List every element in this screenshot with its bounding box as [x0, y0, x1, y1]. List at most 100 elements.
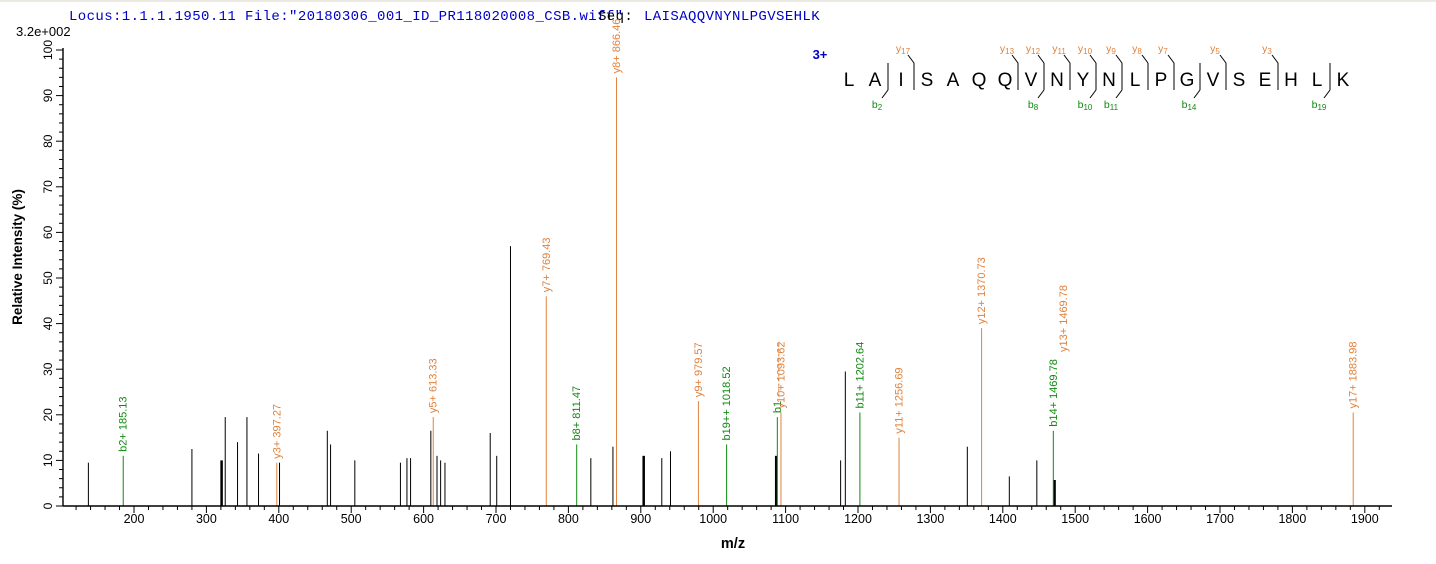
peak-label: b8+ 811.47	[571, 386, 583, 441]
fragment-ion-label: y5	[1210, 43, 1220, 56]
residue-letter: V	[1207, 70, 1220, 91]
residue-letter: H	[1284, 70, 1298, 91]
x-tick-label: 1800	[1278, 512, 1306, 526]
y-tick-label: 90	[41, 89, 55, 103]
y-tick-label: 70	[41, 180, 55, 194]
residue-letter: V	[1025, 70, 1038, 91]
peak-label: y12+ 1370.73	[976, 257, 988, 324]
fragment-ion-label: b10	[1078, 99, 1093, 112]
x-tick-label: 1100	[772, 512, 799, 526]
cleavage-mark-b-tick	[881, 89, 889, 99]
residue-letter: S	[921, 70, 934, 91]
peak-label: b14+ 1469.78	[1048, 359, 1060, 427]
fragment-ion-label: b8	[1028, 99, 1039, 112]
fragment-ion-label: y7	[1158, 43, 1168, 56]
y-tick-label: 80	[41, 134, 55, 148]
fragment-ion-label: b19	[1312, 99, 1327, 112]
residue-letter: L	[1130, 70, 1141, 91]
residue-letter: N	[1102, 70, 1116, 91]
x-tick-label: 1000	[699, 512, 727, 526]
peak-label: b11+ 1202.64	[854, 342, 866, 409]
fragment-ion-label: y3	[1262, 43, 1272, 56]
cleavage-mark-y-tick	[1089, 54, 1097, 64]
fragment-ion-label: y13	[1000, 43, 1015, 56]
fragment-ion-label: b2	[872, 99, 883, 112]
cleavage-mark-b-tick	[1037, 89, 1045, 99]
peak-label: b2+ 185.13	[118, 396, 130, 451]
locus-file-header: Locus:1.1.1.1950.11 File:"20180306_001_I…	[69, 9, 624, 25]
cleavage-mark-y-tick	[1167, 54, 1175, 64]
x-tick-label: 1700	[1206, 512, 1234, 526]
y-tick-label: 50	[41, 271, 55, 285]
x-tick-label: 500	[341, 512, 362, 526]
cleavage-mark-y-tick	[1141, 54, 1149, 64]
residue-letter: Q	[998, 70, 1013, 91]
x-tick-label: 800	[558, 512, 579, 526]
y-tick-label: 100	[41, 40, 55, 60]
cleavage-mark-b-tick	[1323, 89, 1331, 99]
fragment-ion-label: y10	[1078, 43, 1093, 56]
x-tick-label: 700	[486, 512, 507, 526]
x-tick-label: 600	[413, 512, 434, 526]
y-tick-label: 60	[41, 225, 55, 239]
peak-label: y11+ 1256.69	[894, 367, 906, 433]
fragment-ion-label: b14	[1182, 99, 1197, 112]
residue-letter: A	[947, 70, 960, 91]
precursor-charge-label: 3+	[813, 47, 828, 62]
residue-letter: E	[1259, 70, 1272, 91]
peptide-sequence-text: LAISAQQVNYNLPGVSEHLK	[644, 9, 821, 25]
peak-label-floating: y13+ 1469.78	[1058, 285, 1070, 352]
residue-letter: I	[898, 70, 903, 91]
fragment-ion-label: y17	[896, 43, 911, 56]
residue-letter: G	[1180, 70, 1195, 91]
peak-label: b19++ 1018.52	[721, 366, 733, 440]
residue-letter: Q	[972, 70, 987, 91]
peaks-layer: b2+ 185.13 b8+ 811.47 b19++ 1018.52 b1 b11+ …	[87, 19, 1360, 506]
peak-label: y17+ 1883.98	[1348, 342, 1360, 409]
y-tick-label: 40	[41, 317, 55, 331]
peak-label: y7+ 769.43	[541, 237, 553, 292]
cleavage-mark-b-tick	[1115, 89, 1123, 99]
cleavage-mark-y-tick	[1115, 54, 1123, 64]
cleavage-mark-y-tick	[1271, 54, 1279, 64]
x-tick-label: 300	[196, 512, 217, 526]
x-axis-title: m/z	[721, 536, 745, 552]
residue-letter: S	[1233, 70, 1246, 91]
x-tick-label: 1400	[989, 512, 1017, 526]
residue-letter: L	[1312, 70, 1323, 91]
y-axis-title: Relative Intensity (%)	[10, 189, 25, 325]
x-tick-label: 200	[124, 512, 145, 526]
cleavage-mark-y-tick	[1219, 54, 1227, 64]
fragment-ion-label: y12	[1026, 43, 1041, 56]
y-tick-label: 10	[41, 453, 55, 467]
residue-letter: N	[1050, 70, 1064, 91]
peak-label: y3+ 397.27	[271, 404, 283, 459]
residue-letter: A	[869, 70, 882, 91]
x-tick-label: 400	[268, 512, 289, 526]
x-tick-label: 1200	[844, 512, 872, 526]
peak-label: b1	[772, 401, 784, 413]
residue-letter: L	[844, 70, 855, 91]
x-tick-label: 900	[630, 512, 651, 526]
x-tick-label: 1300	[916, 512, 944, 526]
residue-letter: K	[1337, 70, 1350, 91]
cleavage-mark-b-tick	[1193, 89, 1201, 99]
cleavage-mark-y-tick	[907, 54, 915, 64]
fragment-ion-label: y8	[1132, 43, 1142, 56]
fragment-ion-label: y9	[1106, 43, 1116, 56]
fragment-ion-label: y11	[1052, 43, 1066, 56]
x-tick-label: 1500	[1061, 512, 1089, 526]
x-tick-label: 1900	[1351, 512, 1379, 526]
cleavage-mark-y-tick	[1063, 54, 1071, 64]
y-tick-label: 20	[41, 408, 55, 422]
axes-layer: 200 300 400 500 600 700 800 900 1000 1100 1200 1300…	[10, 40, 1392, 552]
cleavage-mark-b-tick	[1089, 89, 1097, 99]
cleavage-mark-y-tick	[1037, 54, 1045, 64]
y-tick-label: 30	[41, 362, 55, 376]
peak-label: y10+ 1093.62	[775, 342, 787, 409]
intensity-scale-note: 3.2e+002	[16, 24, 71, 39]
fragment-ion-label: b11	[1104, 99, 1119, 112]
y-tick-label: 0	[41, 502, 55, 509]
peak-label: y9+ 979.57	[693, 342, 705, 397]
